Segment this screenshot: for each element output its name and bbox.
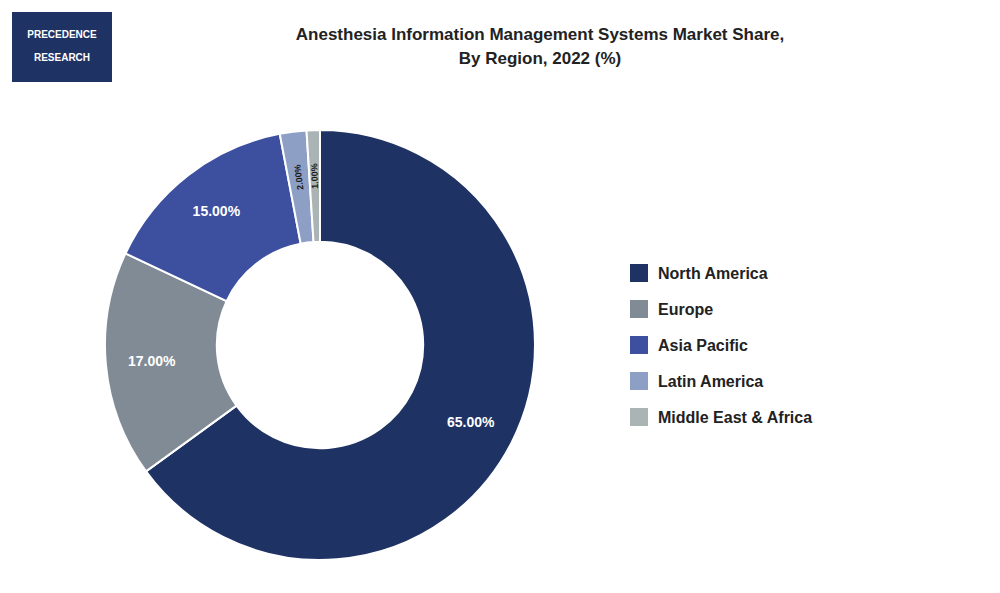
donut: 65.00% 17.00% 15.00% 2.00% 1.00% (105, 130, 535, 560)
legend-label: Asia Pacific (658, 337, 748, 354)
legend-item: Latin America (630, 372, 763, 390)
annotation: PRECEDENCE (27, 29, 97, 40)
chart-svg: PRECEDENCE RESEARCH Anesthesia Information… (0, 0, 1000, 593)
logo-box (12, 12, 112, 82)
slice (125, 134, 300, 301)
legend-item: Middle East & Africa (630, 408, 812, 426)
data-label: 15.00% (193, 203, 241, 219)
legend-item: Europe (630, 300, 713, 318)
chart-container: PRECEDENCE RESEARCH Anesthesia Information… (0, 0, 1000, 593)
legend-item: North America (630, 264, 768, 282)
legend-label: Europe (658, 301, 713, 318)
legend-label: Latin America (658, 373, 763, 390)
legend-swatch (630, 300, 648, 318)
legend-label: North America (658, 265, 768, 282)
annotation: RESEARCH (34, 52, 90, 63)
legend-swatch (630, 336, 648, 354)
data-label: 65.00% (447, 414, 495, 430)
data-label: 1.00% (309, 163, 320, 189)
data-label: 17.00% (128, 353, 176, 369)
data-label: 2.00% (292, 164, 305, 191)
legend: North America Europe Asia Pacific Latin Ame… (630, 264, 812, 426)
legend-swatch (630, 372, 648, 390)
legend-swatch (630, 408, 648, 426)
legend-item: Asia Pacific (630, 336, 748, 354)
slice (307, 130, 321, 242)
title: Anesthesia Information Management System… (296, 25, 784, 68)
logo: PRECEDENCE RESEARCH (12, 12, 112, 82)
legend-swatch (630, 264, 648, 282)
legend-label: Middle East & Africa (658, 409, 812, 426)
